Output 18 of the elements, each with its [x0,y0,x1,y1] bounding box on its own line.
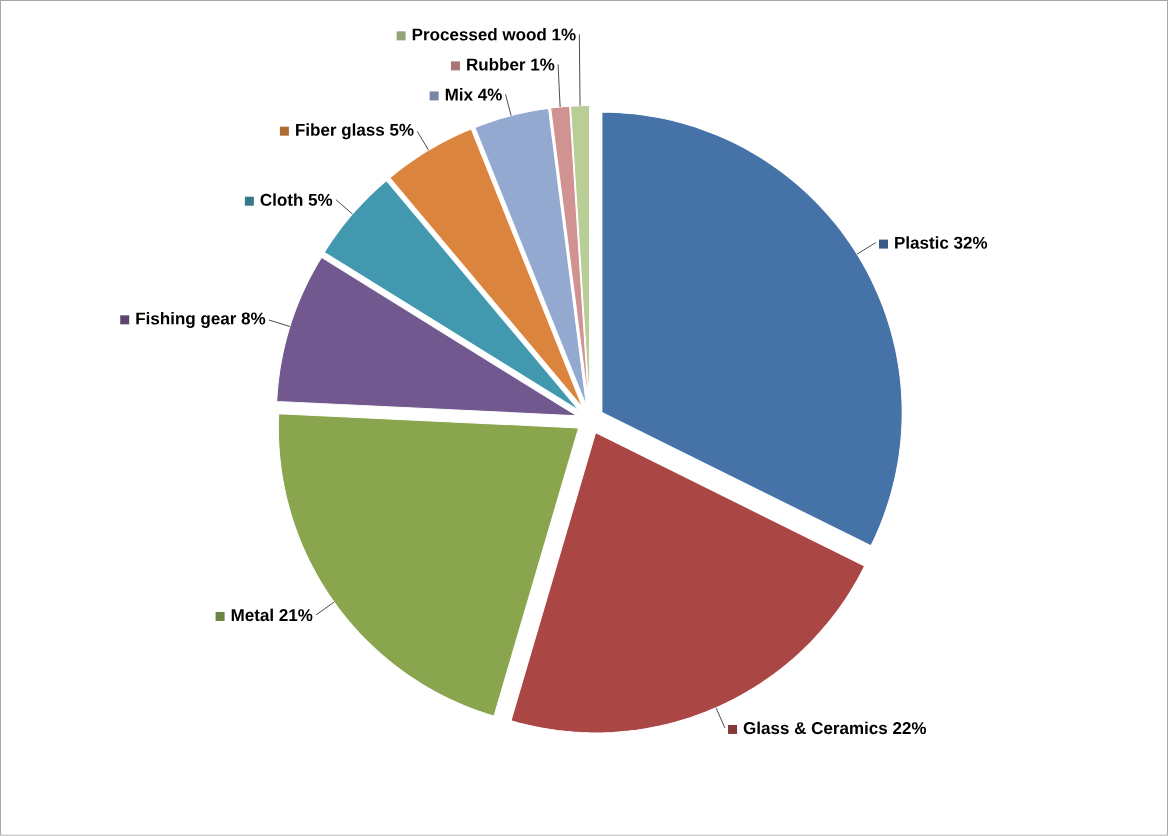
data-label: 4% [478,88,502,101]
slice-label: Metal [231,608,273,622]
slice-label: Fishing gear [136,312,237,329]
slice-label: Mix [445,88,473,101]
data-label: 21% [279,609,313,622]
slice-label: Cloth [260,193,303,207]
data-label: 5% [308,194,333,207]
data-label: 1% [552,28,576,41]
data-label: 5% [389,124,414,137]
data-label: 22% [893,722,927,735]
slice-label: Fiber glass [296,123,385,140]
data-label: 32% [953,236,988,249]
slice-label: Rubber [467,58,526,71]
slice-label: Glass & Ceramics [743,721,888,735]
slice-label: Processed wood [412,28,546,41]
data-label: 8% [241,312,266,325]
slice-label: Plastic [895,236,949,249]
data-label: 1% [531,58,555,71]
